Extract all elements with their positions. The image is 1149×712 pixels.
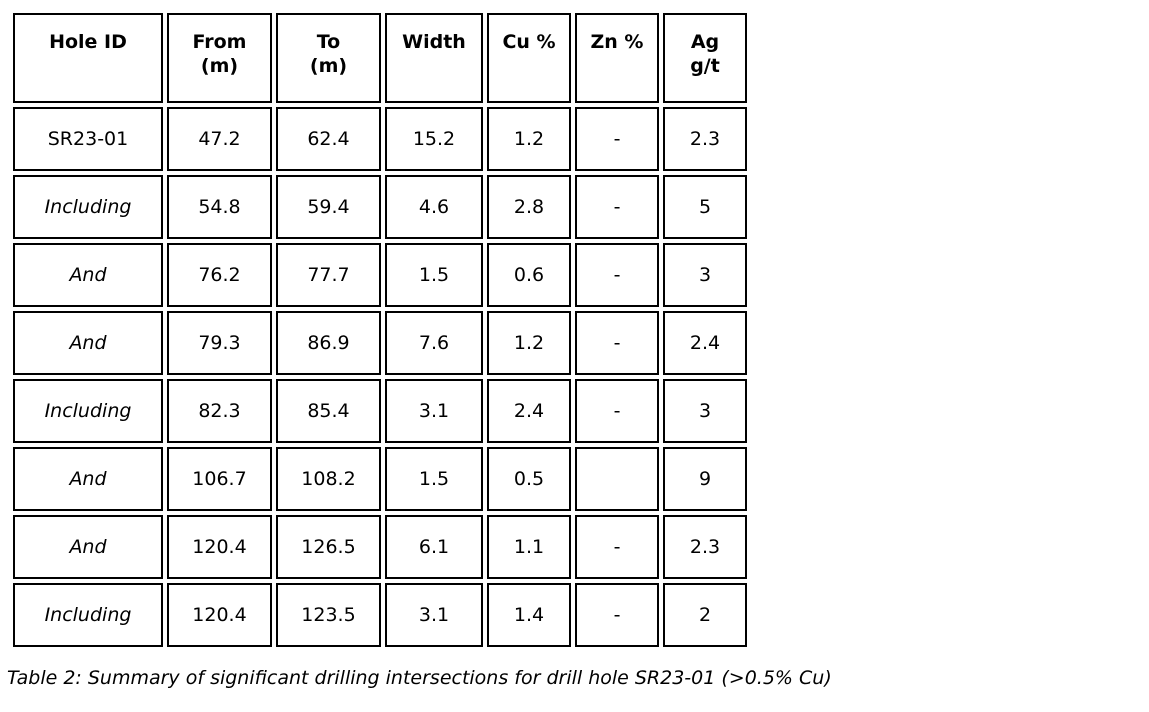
cell-cu: 2.8 [487, 175, 571, 239]
header-cell-zn: Zn % [575, 13, 659, 103]
cell-cu: 1.1 [487, 515, 571, 579]
cell-ag: 9 [663, 447, 747, 511]
cell-ag: 5 [663, 175, 747, 239]
cell-ag: 2.3 [663, 107, 747, 171]
cell-to: 77.7 [276, 243, 381, 307]
cell-to: 85.4 [276, 379, 381, 443]
cell-cu: 0.6 [487, 243, 571, 307]
header-cell-to: To (m) [276, 13, 381, 103]
table-row: And 120.4 126.5 6.1 1.1-2.3 [13, 515, 747, 579]
cell-from: 120.4 [167, 515, 272, 579]
cell-width: 3.1 [385, 379, 483, 443]
drill-results-table-body: SR23-01 47.2 62.4 15.2 1.2-2.3 Including 54.8 5… [13, 107, 747, 647]
cell-to: 123.5 [276, 583, 381, 647]
header-cell-from: From (m) [167, 13, 272, 103]
drill-results-table-header: Hole ID From (m) To (m) Width Cu % Zn % Ag g/t [13, 13, 747, 103]
cell-from: 76.2 [167, 243, 272, 307]
cell-cu: 0.5 [487, 447, 571, 511]
cell-label: And [13, 311, 163, 375]
cell-from: 120.4 [167, 583, 272, 647]
cell-zn: - [575, 175, 659, 239]
cell-label: And [13, 447, 163, 511]
cell-ag: 3 [663, 379, 747, 443]
cell-width: 15.2 [385, 107, 483, 171]
drill-results-table: Hole ID From (m) To (m) Width Cu % Zn % Ag g/t… [9, 9, 751, 651]
table-row: And 76.2 77.7 1.5 0.6-3 [13, 243, 747, 307]
cell-width: 7.6 [385, 311, 483, 375]
cell-label: Including [13, 175, 163, 239]
cell-ag: 2.3 [663, 515, 747, 579]
header-cell-width: Width [385, 13, 483, 103]
table-row: And 79.3 86.9 7.6 1.2-2.4 [13, 311, 747, 375]
table-caption: Table 2: Summary of significant drilling… [7, 667, 832, 689]
table-row: Including 120.4 123.5 3.1 1.4-2 [13, 583, 747, 647]
cell-cu: 1.2 [487, 107, 571, 171]
cell-width: 4.6 [385, 175, 483, 239]
cell-to: 62.4 [276, 107, 381, 171]
cell-zn: - [575, 243, 659, 307]
cell-from: 79.3 [167, 311, 272, 375]
cell-cu: 2.4 [487, 379, 571, 443]
header-cell-ag: Ag g/t [663, 13, 747, 103]
cell-label: Including [13, 583, 163, 647]
cell-ag: 2.4 [663, 311, 747, 375]
cell-width: 1.5 [385, 243, 483, 307]
cell-zn [575, 447, 659, 511]
cell-from: 47.2 [167, 107, 272, 171]
cell-ag: 2 [663, 583, 747, 647]
cell-cu: 1.2 [487, 311, 571, 375]
cell-to: 86.9 [276, 311, 381, 375]
cell-label: SR23-01 [13, 107, 163, 171]
cell-to: 108.2 [276, 447, 381, 511]
cell-label: And [13, 515, 163, 579]
table-row: SR23-01 47.2 62.4 15.2 1.2-2.3 [13, 107, 747, 171]
cell-label: And [13, 243, 163, 307]
cell-width: 6.1 [385, 515, 483, 579]
cell-ag: 3 [663, 243, 747, 307]
cell-from: 106.7 [167, 447, 272, 511]
cell-label: Including [13, 379, 163, 443]
cell-zn: - [575, 107, 659, 171]
table-row: Including 54.8 59.4 4.6 2.8-5 [13, 175, 747, 239]
cell-from: 82.3 [167, 379, 272, 443]
table-row: Including 82.3 85.4 3.1 2.4-3 [13, 379, 747, 443]
cell-zn: - [575, 311, 659, 375]
header-cell-cu: Cu % [487, 13, 571, 103]
cell-width: 1.5 [385, 447, 483, 511]
cell-cu: 1.4 [487, 583, 571, 647]
table-row: And 106.7 108.2 1.5 0.5 9 [13, 447, 747, 511]
cell-to: 59.4 [276, 175, 381, 239]
cell-zn: - [575, 515, 659, 579]
cell-zn: - [575, 379, 659, 443]
cell-from: 54.8 [167, 175, 272, 239]
cell-to: 126.5 [276, 515, 381, 579]
header-cell-label: Hole ID [13, 13, 163, 103]
cell-width: 3.1 [385, 583, 483, 647]
cell-zn: - [575, 583, 659, 647]
table-header-row: Hole ID From (m) To (m) Width Cu % Zn % Ag g/t [13, 13, 747, 103]
